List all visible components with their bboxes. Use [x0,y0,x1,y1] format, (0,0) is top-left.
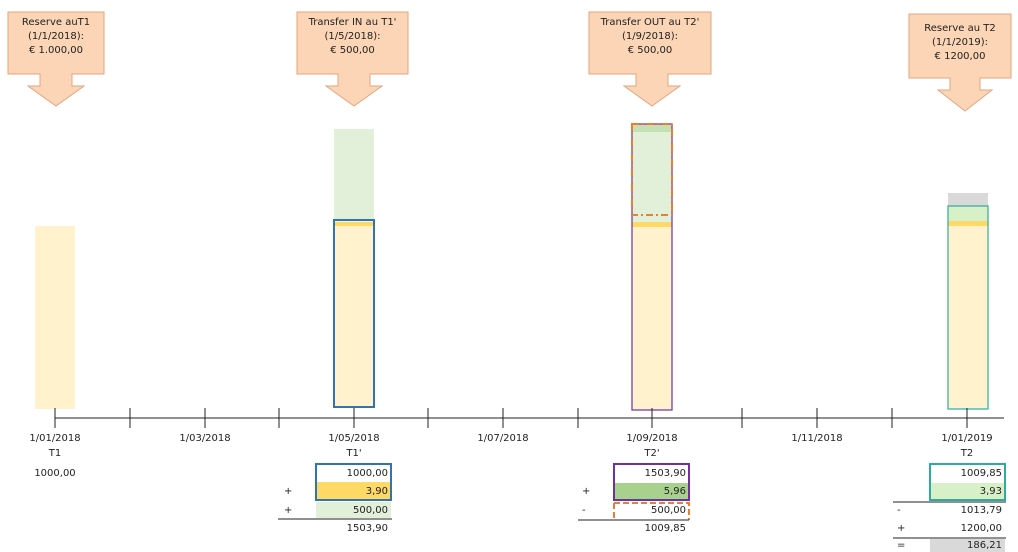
t2-cell-highlight-result [930,539,1005,552]
t2-cell-highlight-interest [930,483,1005,500]
t1p-transfer-bar [334,129,374,220]
t2-grey-bar [948,193,988,206]
t1p-row2-value: 3,90 [365,486,388,497]
t1p-row2-op: + [284,486,293,497]
point-label-t2p: T2' [644,448,660,459]
callout-t1p-line2: (1/5/2018): [324,31,381,42]
callout-t2-line1: Reserve au T2 [924,23,996,34]
axis-date-2: 1/03/2018 [179,433,231,444]
axis-date-1: 1/01/2018 [29,433,81,444]
t2p-row2-op: + [582,486,591,497]
t2p-row3-value: 500,00 [651,505,686,516]
callout-t1 [7,11,105,107]
t1p-total: 1503,90 [346,523,388,534]
t2-row5-op: = [897,540,906,551]
t2p-cell-dashed [613,502,690,520]
t2-row2-value: 3,93 [979,486,1002,497]
t2p-total: 1009,85 [644,523,686,534]
t1p-cell-highlight-interest [316,482,391,500]
point-label-t1p: T1' [346,448,362,459]
callout-t2p-line1: Transfer OUT au T2' [600,17,700,28]
axis-date-6: 1/11/2018 [791,433,843,444]
t2p-interest-bar [632,222,672,227]
t2-row1-value: 1009,85 [960,468,1002,479]
callout-t2-text: Reserve au T2 (1/1/2019): € 1200,00 [909,22,1011,64]
callout-t2 [908,13,1012,112]
t2-frame [947,205,989,410]
t2-row3-value: 1013,79 [960,505,1002,516]
t2p-reserve-bar [632,227,672,410]
t2p-transfer-bar [632,132,672,222]
axis-date-7: 1/01/2019 [941,433,993,444]
t2p-cell-highlight-transfer [614,483,689,500]
t1-reserve-bar [35,226,75,409]
t2p-transfer-top [632,124,672,132]
axis-date-4: 1/07/2018 [477,433,529,444]
t1p-cell-highlight-transfer [316,502,391,518]
t1-value: 1000,00 [34,468,76,479]
callout-t2p [588,11,712,107]
t2-row3-op: - [897,505,901,516]
callout-t1p [296,11,409,107]
timeline-axis [54,408,1004,428]
t2-row4-value: 1200,00 [960,523,1002,534]
t2-cell-frame [929,463,1006,501]
axis-date-5: 1/09/2018 [626,433,678,444]
callout-t1p-line3: € 500,00 [330,45,375,56]
t1p-frame [333,219,375,408]
t1p-row1-value: 1000,00 [346,468,388,479]
callout-t1p-text: Transfer IN au T1' (1/5/2018): € 500,00 [297,16,408,58]
callout-t2-line2: (1/1/2019): [931,37,989,48]
callout-t1-line3: € 1.000,00 [28,45,84,56]
t2p-row2-value: 5,96 [663,486,686,497]
callout-t1-line1: Reserve auT1 [21,17,91,28]
t1p-row3-op: + [284,505,293,516]
t2-reserve-bar [948,226,988,409]
t1p-reserve-bar [334,220,374,407]
t2-row4-op: + [897,523,906,534]
t2-interest-bar [948,221,988,226]
callout-t1-text: Reserve auT1 (1/1/2018): € 1.000,00 [8,16,104,58]
t2p-row1-value: 1503,90 [644,468,686,479]
t1p-interest-bar [334,222,374,226]
callout-t2p-line2: (1/9/2018): [621,31,679,42]
t1p-cell-frame [315,463,392,501]
callout-t2p-line3: € 500,00 [627,45,673,56]
t2p-cell-frame [613,463,690,501]
t2p-dashed-out [631,123,673,216]
callout-t2-line3: € 1200,00 [934,51,986,62]
callout-t1-line2: (1/1/2018): [27,31,85,42]
callout-t2p-text: Transfer OUT au T2' (1/9/2018): € 500,00 [589,16,711,58]
t1p-row3-value: 500,00 [353,505,388,516]
point-label-t2: T2 [960,448,974,459]
t2-green-bar [948,206,988,221]
t2p-row3-op: - [582,505,586,516]
axis-date-3: 1/05/2018 [328,433,380,444]
t2-row5-value: 186,21 [967,540,1002,551]
point-label-t1: T1 [48,448,62,459]
callout-t1p-line1: Transfer IN au T1' [308,17,397,28]
